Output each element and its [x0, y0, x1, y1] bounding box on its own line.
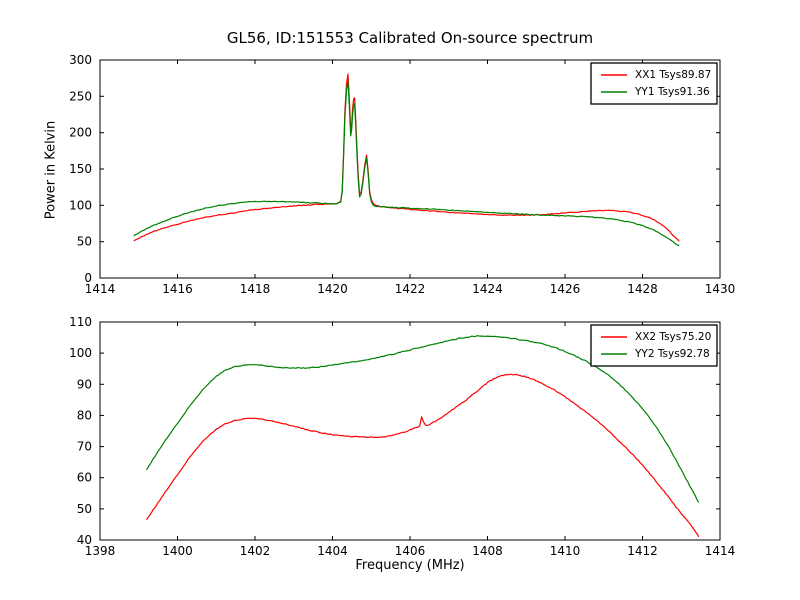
- legend-label: YY2 Tsys92.78: [634, 348, 710, 360]
- x-tick-label: 1414: [85, 282, 116, 296]
- subplot-2: 1398 1400 1402 1404 1406 1408 1410 1412 1414 40 50…: [69, 315, 735, 558]
- x-tick-label: 1398: [85, 544, 116, 558]
- y-tick-label: 250: [69, 89, 92, 103]
- x-tick-label: 1404: [317, 544, 348, 558]
- x-tick-label: 1428: [627, 282, 658, 296]
- legend: XX2 Tsys75.20 YY2 Tsys92.78: [590, 324, 718, 367]
- y-tick-label: 100: [69, 198, 92, 212]
- x-tick-label: 1426: [550, 282, 581, 296]
- x-tick-label: 1406: [395, 544, 426, 558]
- y-tick-label: 100: [69, 346, 92, 360]
- y-tick-label: 70: [77, 440, 92, 454]
- legend: XX1 Tsys89.87 YY1 Tsys91.36: [590, 62, 718, 105]
- series-xx1: [133, 73, 680, 242]
- y-tick-label: 50: [77, 235, 92, 249]
- y-tick-label: 90: [77, 377, 92, 391]
- series-yy1: [133, 80, 680, 247]
- legend-label: XX1 Tsys89.87: [635, 69, 711, 81]
- legend-label: YY1 Tsys91.36: [634, 86, 710, 98]
- x-tick-label: 1400: [162, 544, 193, 558]
- x-tick-label: 1414: [705, 544, 736, 558]
- legend-label: XX2 Tsys75.20: [635, 331, 711, 343]
- x-tick-label: 1402: [240, 544, 271, 558]
- y-tick-label: 150: [69, 162, 92, 176]
- y-tick-label: 40: [77, 533, 92, 547]
- x-tick-label: 1422: [395, 282, 426, 296]
- legend-box: [590, 62, 718, 105]
- x-tick-label: 1410: [550, 544, 581, 558]
- legend-box: [590, 324, 718, 367]
- x-tick-label: 1408: [472, 544, 503, 558]
- y-tick-label: 50: [77, 502, 92, 516]
- series-yy2: [145, 335, 700, 503]
- series-xx2: [145, 373, 700, 538]
- subplot-1: 1414 1416 1418 1420 1422 1424 1426 1428 1430 0 50 1…: [69, 53, 735, 296]
- x-tick-label: 1416: [162, 282, 193, 296]
- y-tick-label: 110: [69, 315, 92, 329]
- y-tick-label: 60: [77, 471, 92, 485]
- x-tick-label: 1420: [317, 282, 348, 296]
- x-axis-label: Frequency (MHz): [355, 558, 465, 573]
- y-tick-label: 200: [69, 126, 92, 140]
- y-tick-label: 80: [77, 408, 92, 422]
- x-tick-label: 1412: [627, 544, 658, 558]
- y-tick-label: 0: [84, 271, 92, 285]
- plot-title: GL56, ID:151553 Calibrated On-source spe…: [226, 29, 594, 47]
- x-tick-label: 1424: [472, 282, 503, 296]
- x-tick-label: 1418: [240, 282, 271, 296]
- x-tick-label: 1430: [705, 282, 736, 296]
- y-tick-label: 300: [69, 53, 92, 67]
